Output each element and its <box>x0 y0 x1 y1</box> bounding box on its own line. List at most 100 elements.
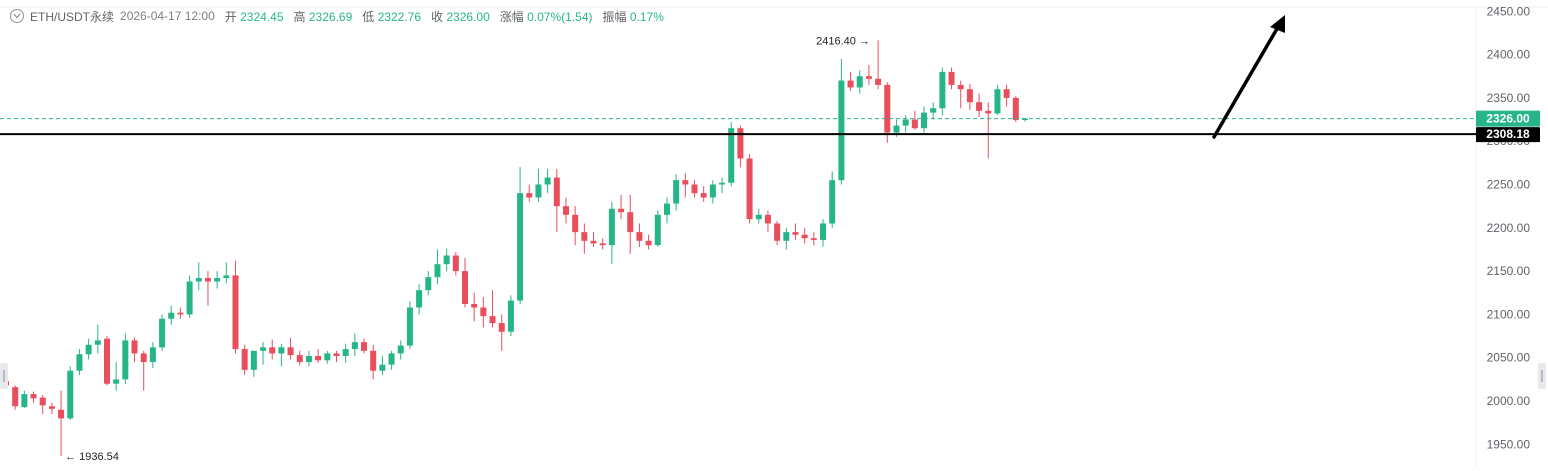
candle[interactable] <box>462 258 468 308</box>
candle[interactable] <box>1003 84 1010 107</box>
candle[interactable] <box>764 210 771 233</box>
candle[interactable] <box>985 102 992 159</box>
collapse-toggle-button[interactable] <box>10 9 24 23</box>
candle[interactable] <box>434 249 441 285</box>
candle[interactable] <box>480 297 487 328</box>
candle[interactable] <box>847 71 854 91</box>
candle[interactable] <box>544 168 551 194</box>
candle[interactable] <box>149 342 156 369</box>
candle[interactable] <box>994 84 1001 116</box>
candle[interactable] <box>471 292 478 322</box>
candle[interactable] <box>315 349 322 363</box>
candle[interactable] <box>728 122 735 187</box>
candle[interactable] <box>122 333 129 384</box>
candle[interactable] <box>553 168 560 233</box>
candle[interactable] <box>820 219 827 247</box>
candle[interactable] <box>774 220 781 246</box>
candle[interactable] <box>709 180 716 204</box>
candle[interactable] <box>103 336 110 386</box>
candle[interactable] <box>260 342 267 365</box>
candle[interactable] <box>719 177 726 194</box>
candle[interactable] <box>388 350 395 370</box>
candle[interactable] <box>131 337 138 363</box>
candle[interactable] <box>342 343 349 363</box>
candle[interactable] <box>204 271 211 306</box>
candle[interactable] <box>379 355 386 376</box>
candle[interactable] <box>186 275 193 318</box>
candle[interactable] <box>627 194 634 254</box>
candle[interactable] <box>452 252 459 276</box>
candle[interactable] <box>361 338 368 354</box>
candle[interactable] <box>921 106 927 133</box>
candle[interactable] <box>911 110 918 130</box>
candle[interactable] <box>875 40 882 90</box>
candle[interactable] <box>214 271 221 289</box>
left-scroll-handle[interactable] <box>0 363 8 389</box>
candle[interactable] <box>443 248 450 272</box>
candle[interactable] <box>94 324 101 354</box>
candle[interactable] <box>278 343 285 367</box>
candle[interactable] <box>232 260 239 354</box>
candle[interactable] <box>287 337 294 360</box>
candle[interactable] <box>1012 96 1019 123</box>
candle[interactable] <box>608 201 615 265</box>
candle[interactable] <box>425 271 432 296</box>
candle[interactable] <box>581 223 588 254</box>
candle[interactable] <box>829 171 836 228</box>
candle[interactable] <box>976 93 983 117</box>
right-scroll-handle[interactable] <box>1538 363 1546 389</box>
candle[interactable] <box>498 314 505 351</box>
candle[interactable] <box>241 344 248 376</box>
candle[interactable] <box>296 350 303 366</box>
candle[interactable] <box>966 84 973 111</box>
candle[interactable] <box>507 295 514 337</box>
candle[interactable] <box>21 390 28 408</box>
candle[interactable] <box>269 339 276 360</box>
candle[interactable] <box>489 290 496 328</box>
candle[interactable] <box>85 338 92 360</box>
candle[interactable] <box>58 390 65 457</box>
candle[interactable] <box>792 223 799 240</box>
candle[interactable] <box>159 314 166 351</box>
candle[interactable] <box>682 173 689 198</box>
candle[interactable] <box>590 232 597 247</box>
candle[interactable] <box>39 394 46 415</box>
candle[interactable] <box>856 70 863 94</box>
candle[interactable] <box>645 234 652 250</box>
candle[interactable] <box>948 67 955 90</box>
candle[interactable] <box>810 232 817 246</box>
candle[interactable] <box>700 186 707 202</box>
candle[interactable] <box>746 154 753 224</box>
candle[interactable] <box>351 333 358 356</box>
candle[interactable] <box>324 350 331 364</box>
candle[interactable] <box>48 402 55 415</box>
candle[interactable] <box>618 194 625 220</box>
candle[interactable] <box>801 227 808 244</box>
candle[interactable] <box>599 238 606 250</box>
candle[interactable] <box>223 262 230 284</box>
candle[interactable] <box>902 115 909 133</box>
candle[interactable] <box>76 349 83 376</box>
candle[interactable] <box>517 167 524 305</box>
candle[interactable] <box>865 64 872 85</box>
candle[interactable] <box>939 67 946 116</box>
candle[interactable] <box>535 168 542 202</box>
candle[interactable] <box>783 227 790 250</box>
candle[interactable] <box>526 184 533 202</box>
candle[interactable] <box>12 385 19 410</box>
candle[interactable] <box>305 350 312 367</box>
candle[interactable] <box>406 301 413 350</box>
trend-arrow[interactable] <box>1212 15 1285 139</box>
candle[interactable] <box>755 208 762 224</box>
candle[interactable] <box>67 366 74 421</box>
candle[interactable] <box>691 180 698 198</box>
candle[interactable] <box>333 350 340 363</box>
candle[interactable] <box>663 197 670 224</box>
symbol-label[interactable]: ETH/USDT永续 <box>30 9 115 24</box>
candle[interactable] <box>113 362 120 391</box>
candle[interactable] <box>930 102 937 120</box>
candle[interactable] <box>562 197 569 224</box>
candle[interactable] <box>737 125 744 168</box>
candle[interactable] <box>370 344 377 380</box>
